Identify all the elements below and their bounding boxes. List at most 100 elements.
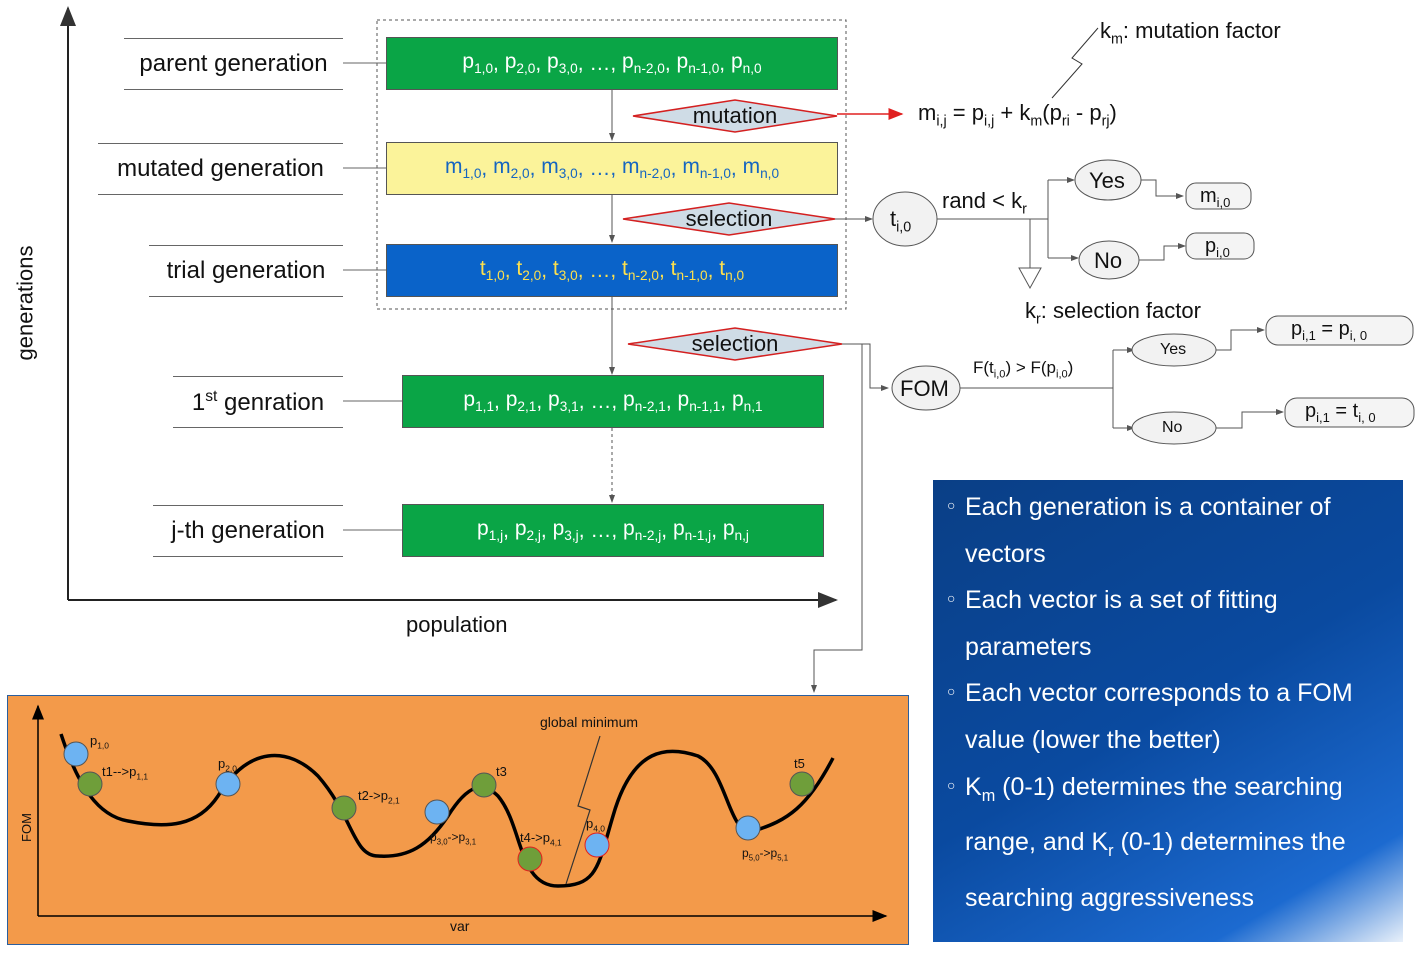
vector-element: p2,0: [504, 50, 536, 77]
vector-element: t3,0: [552, 257, 578, 284]
vector-element: m1,0: [444, 155, 482, 182]
trial-point: [77, 771, 103, 797]
kr-factor-label: kr: selection factor: [1025, 298, 1201, 328]
selection-label-2: selection: [691, 331, 779, 356]
point-label-p10: p1,0: [90, 733, 109, 751]
vector-element: m2,0: [493, 155, 530, 182]
vector-element: p3,0: [547, 50, 578, 77]
vector-element: pn-2,j: [623, 517, 662, 544]
mutated-vector-box: m1,0, m2,0, m3,0, …, mn-2,0, mn-1,0, mn,…: [386, 142, 838, 195]
point-label-t4: t4->p4,1: [520, 830, 562, 848]
jth-vector-box: p1,j, p2,j, p3,j, …, pn-2,j, pn-1,j, pn,…: [402, 504, 824, 557]
fom-node-label: FOM: [900, 376, 949, 401]
vector-element: pn-1,1: [677, 388, 721, 415]
fom-landscape-svg: [32, 704, 888, 922]
parent-point: [424, 799, 450, 825]
y-axis-label: generations: [12, 245, 38, 361]
km-factor-label: km: mutation factor: [1100, 18, 1281, 48]
vector-element: t1,0: [479, 257, 505, 284]
point-label-p40: p4,0: [586, 816, 605, 834]
label-parent-text: parent generation: [139, 50, 328, 77]
trial-point: [789, 771, 815, 797]
selection-label-1: selection: [685, 206, 773, 231]
label-parent-generation: parent generation: [124, 38, 343, 90]
parent-point: [584, 832, 610, 858]
info-item-2: Each vector is a set of fitting paramete…: [947, 575, 1393, 670]
vector-element: m3,0: [541, 155, 578, 182]
vector-element: …: [589, 258, 611, 282]
label-trial-generation: trial generation: [149, 245, 343, 297]
yes-label-2: Yes: [1160, 341, 1187, 358]
plot-y-label: FOM: [18, 813, 34, 842]
plot-points: [63, 741, 815, 872]
plot-x-label: var: [450, 918, 470, 934]
label-mutated-text: mutated generation: [117, 155, 324, 182]
vector-element: pn-2,0: [622, 50, 665, 77]
mutation-label: mutation: [692, 103, 778, 128]
vector-element: p1,1: [463, 388, 495, 415]
label-mutated-generation: mutated generation: [98, 143, 343, 195]
vector-element: p3,1: [548, 388, 579, 415]
parent-point: [735, 815, 761, 841]
point-label-p30: p3,0->p3,1: [430, 830, 477, 847]
vector-element: tn,0: [719, 257, 745, 284]
vector-element: pn-2,1: [623, 388, 666, 415]
yes-result-1: mi,0: [1200, 185, 1231, 210]
label-jth-generation: j-th generation: [153, 505, 343, 557]
trial-point: [471, 772, 497, 798]
rand-condition: rand < kr: [942, 188, 1027, 218]
vector-element: mn-1,0: [682, 155, 731, 182]
parent-point: [63, 741, 89, 767]
vector-element: t2,0: [516, 257, 542, 284]
global-minimum-label: global minimum: [540, 714, 639, 730]
vector-element: mn,0: [742, 155, 780, 182]
yes-result-2: pi,1 = pi, 0: [1291, 318, 1368, 343]
trial-point: [331, 795, 357, 821]
vector-element: p2,j: [514, 517, 541, 544]
info-item-3: Each vector corresponds to a FOM value (…: [947, 668, 1393, 763]
vector-element: …: [590, 389, 612, 413]
fom-condition: F(ti,0) > F(pi,0): [973, 358, 1074, 381]
global-minimum-pointer: [565, 735, 601, 885]
parent-point: [215, 771, 241, 797]
parent-vector-box: p1,0, p2,0, p3,0, …, pn-2,0, pn-1,0, pn,…: [386, 37, 838, 90]
point-label-p20: p2,0: [218, 756, 237, 774]
label-jth-text: j-th generation: [171, 517, 325, 544]
first-vector-box: p1,1, p2,1, p3,1, …, pn-2,1, pn-1,1, pn,…: [402, 375, 824, 428]
x-axis-label: population: [406, 612, 508, 637]
point-label-t1: t1-->p1,1: [102, 764, 149, 782]
trial-vector-box: t1,0, t2,0, t3,0, …, tn-2,0, tn-1,0, tn,…: [386, 244, 838, 297]
point-label-t5: t5: [794, 756, 805, 771]
label-first-generation: 1st genration: [173, 376, 343, 428]
point-label-p50: p5,0->p5,1: [742, 846, 789, 863]
vector-element: pn-1,j: [672, 517, 712, 544]
no-label-1: No: [1094, 248, 1123, 273]
vector-element: …: [589, 156, 611, 180]
point-label-t3: t3: [496, 764, 507, 779]
vector-element: p1,0: [462, 50, 494, 77]
label-trial-text: trial generation: [166, 257, 326, 284]
vector-element: …: [589, 51, 611, 75]
vector-element: pn,1: [731, 388, 763, 415]
mutation-diamond: [632, 99, 838, 133]
yes-label-1: Yes: [1089, 168, 1125, 193]
vector-element: p2,1: [505, 388, 537, 415]
vector-element: mn-2,0: [622, 155, 671, 182]
info-box: Each generation is a container of vector…: [933, 480, 1403, 942]
no-result-1: pi,0: [1205, 235, 1230, 260]
vector-element: pn,0: [730, 50, 762, 77]
label-first-text: 1st genration: [191, 387, 325, 416]
vector-element: p3,j: [552, 517, 579, 544]
t-node-label: ti,0: [890, 206, 912, 236]
vector-element: …: [590, 518, 612, 542]
trial-point: [517, 846, 543, 872]
fom-landscape-panel: FOM var global minimum p1,0 t1-->p1,1 p2…: [7, 695, 909, 945]
point-label-t2: t2->p2,1: [358, 788, 400, 806]
no-result-2: pi,1 = ti, 0: [1305, 400, 1376, 425]
vector-element: p1,j: [477, 517, 504, 544]
mutation-formula: mi,j = pi,j + km(pri - prj): [918, 100, 1117, 130]
vector-element: pn,j: [722, 517, 749, 544]
no-label-2: No: [1162, 419, 1183, 436]
info-item-1: Each generation is a container of vector…: [947, 482, 1393, 577]
